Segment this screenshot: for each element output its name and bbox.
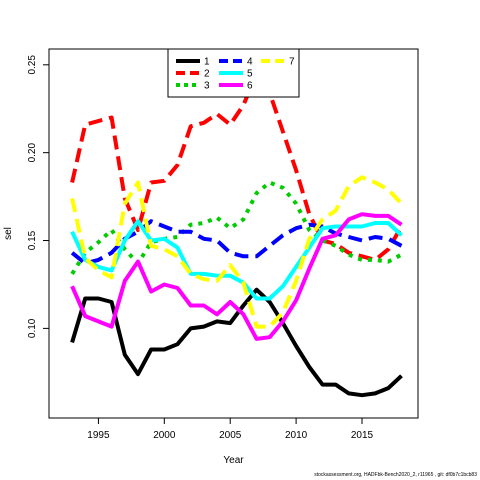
legend-label-7: 7 — [289, 57, 295, 68]
x-tick-label: 1995 — [87, 430, 110, 441]
x-axis: 1995 2000 2005 2010 2015 — [87, 418, 374, 441]
y-axis: 0.10 0.15 0.20 0.25 — [27, 55, 49, 338]
legend-label-3: 3 — [204, 81, 210, 92]
series-line-5 — [70, 219, 403, 301]
series-line-6 — [70, 212, 403, 341]
legend-label-4: 4 — [247, 57, 253, 68]
y-tick-label: 0.20 — [27, 143, 38, 163]
y-axis-label: sel — [3, 227, 14, 240]
x-tick-label: 2005 — [219, 430, 242, 441]
x-tick-label: 2015 — [351, 430, 374, 441]
legend: 123 456 7 — [167, 48, 300, 98]
legend-label-2: 2 — [204, 69, 210, 80]
y-tick-label: 0.10 — [27, 318, 38, 338]
x-tick-label: 2000 — [153, 430, 176, 441]
y-tick-label: 0.15 — [27, 230, 38, 250]
legend-label-1: 1 — [204, 57, 210, 68]
series-line-7 — [70, 175, 403, 329]
x-tick-label: 2010 — [285, 430, 308, 441]
x-axis-label: Year — [223, 455, 244, 466]
series-line-1 — [70, 287, 403, 398]
legend-label-5: 5 — [247, 69, 253, 80]
y-tick-label: 0.25 — [27, 55, 38, 75]
series-layer — [70, 71, 404, 398]
footnote: stockassessment.org, HADFbk-Bench2020_2,… — [314, 472, 477, 478]
legend-label-6: 6 — [247, 81, 253, 92]
